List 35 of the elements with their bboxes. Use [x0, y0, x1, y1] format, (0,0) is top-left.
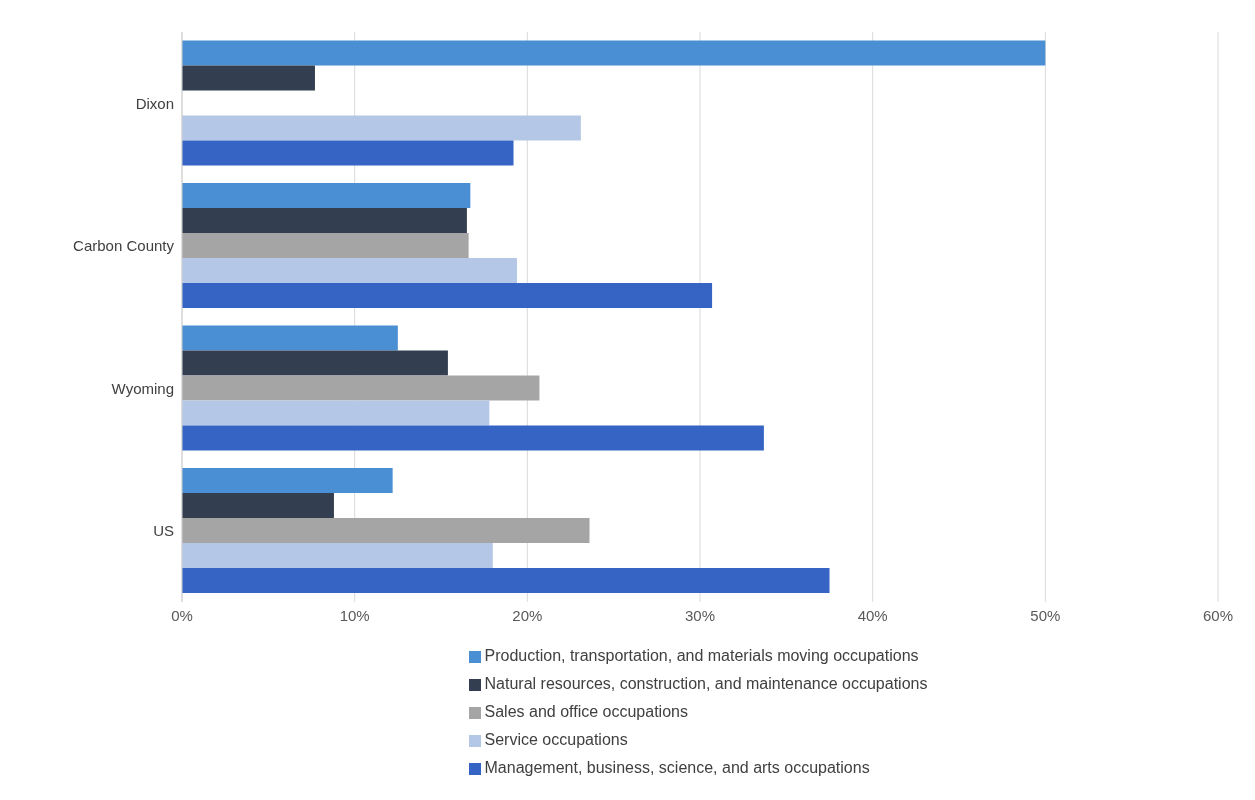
- x-tick-label: 30%: [684, 606, 716, 624]
- bar: [182, 518, 590, 544]
- legend-label: Service occupations: [484, 731, 628, 748]
- bar: [182, 543, 493, 569]
- bar: [182, 425, 764, 451]
- bar: [182, 258, 517, 284]
- y-tick-label: Wyoming: [111, 379, 174, 397]
- bar: [182, 208, 467, 234]
- bar: [182, 183, 471, 209]
- x-tick-label: 20%: [512, 606, 543, 624]
- y-tick-label: Carbon County: [73, 237, 175, 255]
- bar: [182, 140, 514, 166]
- legend-label: Production, transportation, and materials moving occupations: [484, 647, 919, 664]
- x-tick-label: 40%: [857, 606, 888, 624]
- legend-label: Natural resources, construction, and maintenance occupations: [484, 675, 928, 692]
- x-tick-label: 0%: [171, 606, 193, 624]
- bar: [182, 468, 393, 494]
- bar: [182, 233, 469, 259]
- bar: [182, 375, 540, 401]
- legend-label: Management, business, science, and arts occupations: [484, 759, 870, 776]
- bar: [182, 325, 398, 351]
- x-tick-label: 60%: [1202, 606, 1234, 624]
- bar: [182, 283, 713, 309]
- bar: [182, 40, 1046, 66]
- bar: [182, 65, 315, 91]
- bar: [182, 115, 581, 141]
- bar: [182, 400, 490, 426]
- bar: [182, 493, 334, 519]
- y-tick-label: US: [153, 522, 174, 540]
- bar: [182, 350, 448, 376]
- x-tick-label: 10%: [339, 606, 370, 624]
- x-tick-label: 50%: [1030, 606, 1061, 624]
- legend-label: Sales and office occupations: [484, 703, 688, 720]
- bar: [182, 568, 830, 594]
- y-tick-label: Dixon: [135, 94, 174, 112]
